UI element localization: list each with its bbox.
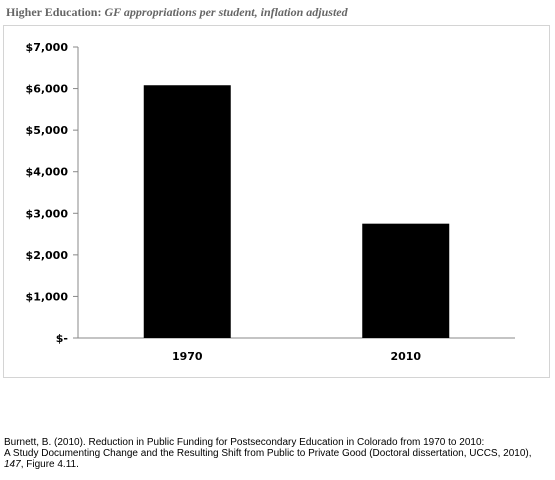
y-tick-label: $2,000 [26, 249, 69, 262]
citation-page: 147 [4, 459, 21, 470]
y-tick-label: $7,000 [26, 41, 69, 54]
chart-frame [3, 25, 550, 378]
chart-title-bold: Higher Education: [6, 5, 102, 19]
chart-title: Higher Education: GF appropriations per … [6, 5, 348, 20]
x-tick-label: 2010 [390, 350, 421, 363]
y-tick-label: $1,000 [26, 290, 69, 303]
citation-line-2-text: A Study Documenting Change and the Resul… [4, 448, 532, 459]
chart-title-italic: GF appropriations per student, inflation… [104, 5, 348, 19]
citation-line-1: Burnett, B. (2010). Reduction in Public … [4, 437, 485, 448]
y-axis: $- $1,000 $2,000 $3,000 $4,000 $5,000 $6,000 $7… [26, 41, 79, 345]
y-tick-label: $4,000 [26, 166, 69, 179]
x-tick-label: 1970 [172, 350, 203, 363]
y-tick-label: $- [56, 332, 68, 345]
citation-figure: , Figure 4.11. [20, 459, 79, 470]
y-tick-label: $6,000 [26, 83, 69, 96]
bar-1970 [143, 85, 231, 338]
citation: Burnett, B. (2010). Reduction in Public … [4, 437, 552, 470]
x-axis: 1970 2010 [78, 337, 515, 363]
bars [143, 85, 450, 338]
y-tick-label: $5,000 [26, 124, 69, 137]
citation-line-2: A Study Documenting Change and the Resul… [4, 448, 552, 470]
bar-2010 [362, 223, 450, 338]
y-tick-label: $3,000 [26, 207, 69, 220]
